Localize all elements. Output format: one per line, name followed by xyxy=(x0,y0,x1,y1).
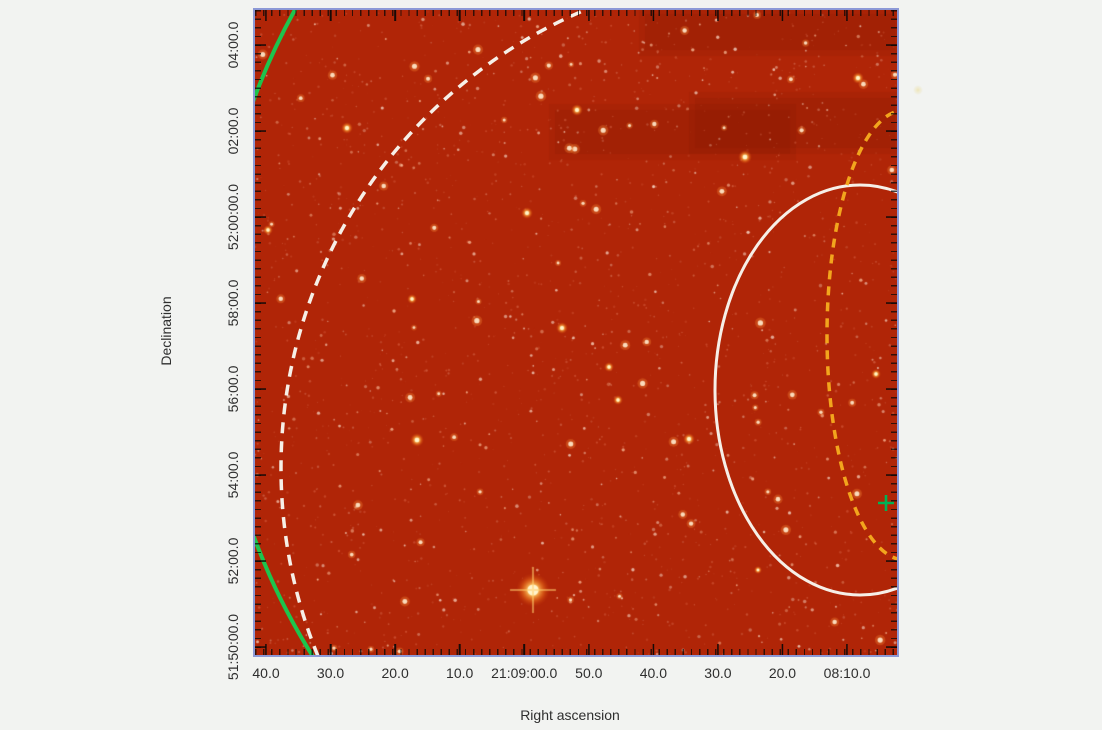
stray-faint-mark xyxy=(913,85,923,95)
region-overlays xyxy=(255,10,897,655)
x-tick-label: 20.0 xyxy=(381,665,409,681)
y-axis-title: Declination xyxy=(158,296,174,366)
x-tick-label: 30.0 xyxy=(316,665,345,681)
x-tick-label: 10.0 xyxy=(446,665,474,681)
x-tick-label: 40.0 xyxy=(639,665,667,681)
green-fov-circle xyxy=(255,10,315,655)
plot-area xyxy=(253,8,899,657)
x-tick-label: 40.0 xyxy=(252,665,280,681)
y-tick-label: 04:00.0 xyxy=(225,21,241,69)
x-tick-label: 08:10.0 xyxy=(823,665,871,681)
x-tick-label: 21:09:00.0 xyxy=(491,665,558,681)
y-tick-label: 02:00.0 xyxy=(225,107,241,155)
white-dashed-circle xyxy=(279,10,590,655)
x-tick-label: 50.0 xyxy=(575,665,603,681)
orange-dashed-ellipse xyxy=(825,109,897,561)
x-tick-label: 30.0 xyxy=(704,665,732,681)
y-tick-label: 52:00.0 xyxy=(225,537,241,585)
sky-image-canvas xyxy=(255,10,897,655)
y-tick-label: 56:00.0 xyxy=(225,365,241,413)
y-tick-label: 51:50:00.0 xyxy=(225,613,241,681)
white-solid-ellipse xyxy=(713,183,897,597)
x-axis-title: Right ascension xyxy=(520,707,620,723)
y-tick-label: 52:00:00.0 xyxy=(225,183,241,251)
y-tick-label: 58:00.0 xyxy=(225,279,241,327)
x-tick-label: 20.0 xyxy=(768,665,797,681)
y-tick-label: 54:00.0 xyxy=(225,451,241,499)
green-cross-marker xyxy=(878,495,894,511)
